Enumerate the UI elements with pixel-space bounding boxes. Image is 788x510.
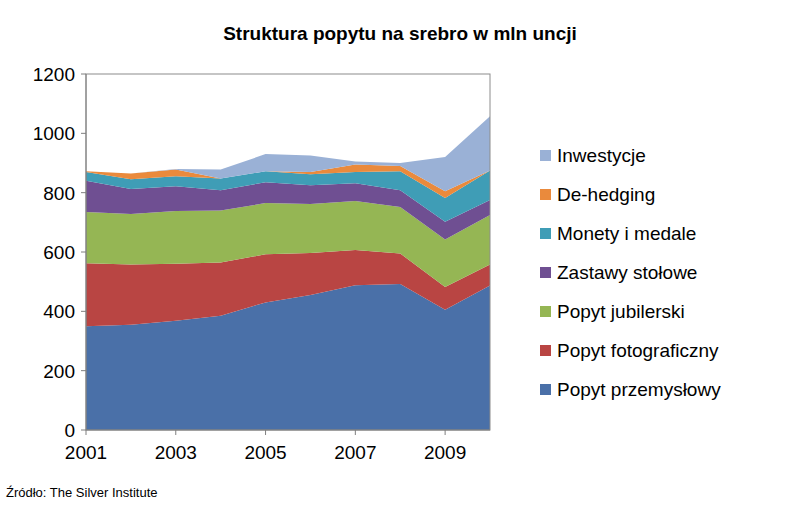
legend-label: Monety i medale: [557, 223, 696, 244]
y-tick-label: 600: [43, 242, 75, 263]
y-tick-label: 800: [43, 183, 75, 204]
legend-swatch: [540, 189, 551, 200]
x-tick-label: 2009: [424, 442, 466, 463]
legend-swatch: [540, 345, 551, 356]
legend-label: Popyt fotograficzny: [557, 340, 719, 361]
areas: [86, 116, 490, 430]
x-tick-label: 2005: [244, 442, 286, 463]
legend-swatch: [540, 306, 551, 317]
area: [86, 116, 490, 191]
y-tick: [81, 74, 86, 75]
x-tick: [175, 430, 176, 435]
legend-label: De-hedging: [557, 184, 655, 205]
y-tick: [81, 430, 86, 431]
x-tick: [355, 430, 356, 435]
y-tick: [81, 133, 86, 134]
x-tick: [445, 430, 446, 435]
y-tick-label: 400: [43, 301, 75, 322]
legend-swatch: [540, 267, 551, 278]
legend-label: Zastawy stołowe: [557, 262, 697, 283]
title: Struktura popytu na srebro w mln uncji: [223, 23, 577, 44]
y-tick-label: 1200: [33, 64, 75, 85]
legend-swatch: [540, 150, 551, 161]
y-tick-label: 200: [43, 361, 75, 382]
y-tick-label: 1000: [33, 123, 75, 144]
x-axis: [86, 430, 490, 431]
plot-frame: [86, 74, 490, 430]
legend-label: Inwestycje: [557, 145, 646, 166]
y-tick: [81, 192, 86, 193]
legend-swatch: [540, 384, 551, 395]
legend-label: Popyt jubilerski: [557, 301, 685, 322]
source: Źródło: The Silver Institute: [6, 485, 158, 500]
y-tick-label: 0: [64, 420, 75, 441]
x-tick-label: 2007: [334, 442, 376, 463]
x-tick-label: 2001: [65, 442, 107, 463]
y-tick: [81, 311, 86, 312]
x-tick: [86, 430, 87, 435]
legend-label: Popyt przemysłowy: [557, 379, 721, 400]
legend-swatch: [540, 228, 551, 239]
y-tick: [81, 370, 86, 371]
x-tick-label: 2003: [155, 442, 197, 463]
legend: Inwestycje De-hedging Monety i medale Zasta…: [540, 145, 721, 400]
chart: Struktura popytu na srebro w mln uncji02…: [0, 0, 788, 510]
y-tick: [81, 252, 86, 253]
x-tick: [265, 430, 266, 435]
